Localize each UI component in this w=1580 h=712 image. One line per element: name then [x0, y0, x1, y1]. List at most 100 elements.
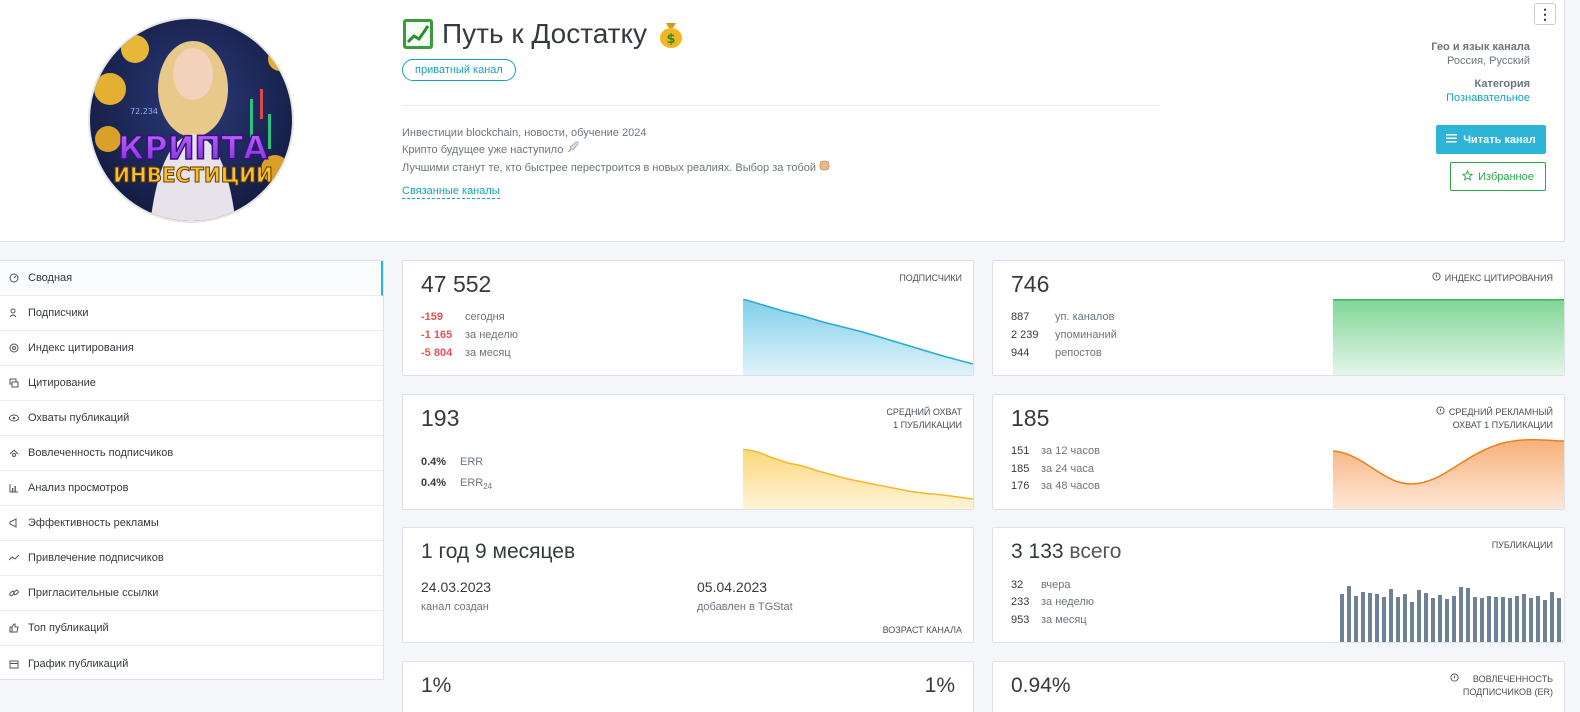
description-line: Инвестиции blockchain, новости, обучение…: [402, 127, 647, 139]
err-percent-value-right: 1%: [924, 674, 955, 697]
ad-reach-row: 151 за 12 часов: [1011, 445, 1100, 457]
sidebar-item-schedule[interactable]: График публикаций: [0, 646, 383, 681]
posts-card: 3 133 всего ПУБЛИКАЦИИ 32 вчера 233 за нед…: [992, 527, 1565, 643]
sidebar-item-label: Эффективность рекламы: [28, 517, 159, 529]
citation-index-value: 746: [1011, 271, 1050, 297]
users-icon: [9, 308, 19, 318]
sidebar-item-label: Вовлеченность подписчиков: [28, 447, 174, 459]
engagement-icon: [9, 448, 19, 458]
subscribers-row: -1 165 за неделю: [421, 329, 519, 341]
ad-reach-row: 176 за 48 часов: [1011, 480, 1100, 492]
channel-header: КРИПТА ИНВЕСТИЦИИ 72.234 Путь к Достатку…: [0, 0, 1565, 242]
citation-index-card: 746 ИНДЕКС ЦИТИРОВАНИЯ 887 уп. каналов 2 …: [992, 260, 1565, 376]
header-divider: [402, 105, 1160, 106]
posts-row: 953 за месяц: [1011, 614, 1087, 626]
star-icon: [1461, 169, 1474, 184]
subscribers-card: 47 552 ПОДПИСЧИКИ -159 сегодня -1 165 за н…: [402, 260, 974, 376]
trend-icon: [9, 553, 19, 563]
favorite-button[interactable]: Избранное: [1450, 162, 1546, 191]
average-reach-value: 193: [421, 405, 460, 431]
read-channel-button[interactable]: Читать канал: [1436, 125, 1546, 154]
ad-reach-sparkline: [1333, 439, 1564, 509]
channel-age-value: 1 год 9 месяцев: [421, 540, 576, 563]
category-block: Категория Познавательное: [1446, 78, 1530, 104]
channel-age-card: 1 год 9 месяцев 24.03.2023 канал создан …: [402, 527, 974, 643]
eye-icon: [9, 413, 19, 423]
geo-label: Гео и язык канала: [1431, 41, 1530, 53]
chart-up-emoji-icon: [402, 18, 434, 50]
subscribers-row: -5 804 за месяц: [421, 347, 511, 359]
sidebar-item-acquisition[interactable]: Привлечение подписчиков: [0, 541, 383, 576]
money-bag-emoji-icon: $: [655, 18, 687, 50]
engagement-rate-card: 0.94% ВОВЛЕЧЕННОСТЬ ПОДПИСЧИКОВ (ER): [992, 661, 1565, 712]
channel-avatar: КРИПТА ИНВЕСТИЦИИ 72.234: [88, 17, 294, 223]
sidebar-item-label: Пригласительные ссылки: [28, 587, 159, 599]
related-channels-link[interactable]: Связанные каналы: [402, 185, 500, 199]
sidebar-item-label: Охваты публикаций: [28, 412, 130, 424]
sidebar-item-label: Анализ просмотров: [28, 482, 129, 494]
err-row: 0.4% ERR: [421, 456, 484, 468]
calendar-icon: [9, 659, 19, 669]
category-link[interactable]: Познавательное: [1446, 92, 1530, 104]
sidebar-item-ad-efficiency[interactable]: Эффективность рекламы: [0, 506, 383, 541]
sidebar-item-subscribers[interactable]: Подписчики: [0, 296, 383, 331]
sidebar-item-citations[interactable]: Цитирование: [0, 366, 383, 401]
channel-description: Инвестиции blockchain, новости, обучение…: [402, 125, 830, 176]
engagement-rate-value: 0.94%: [1011, 674, 1071, 697]
ad-reach-value: 185: [1011, 405, 1050, 431]
average-reach-label: СРЕДНИЙ ОХВАТ 1 ПУБЛИКАЦИИ: [886, 407, 962, 430]
sidebar-item-reach[interactable]: Охваты публикаций: [0, 401, 383, 436]
sidebar-nav: Сводная Подписчики Индекс цитирования Ци…: [0, 260, 384, 680]
citation-row: 944 репостов: [1011, 347, 1102, 359]
fist-emoji-icon: [819, 159, 830, 176]
svg-text:$: $: [667, 32, 676, 47]
bar-chart-icon: [9, 483, 19, 493]
megaphone-icon: [9, 518, 19, 528]
info-icon[interactable]: [1436, 406, 1445, 419]
average-reach-card: 193 СРЕДНИЙ ОХВАТ 1 ПУБЛИКАЦИИ 0.4% ERR 0.…: [402, 394, 974, 510]
dashboard-icon: [9, 273, 19, 283]
read-channel-label: Читать канал: [1463, 133, 1536, 146]
posts-row: 233 за неделю: [1011, 596, 1095, 608]
sidebar-item-label: Индекс цитирования: [28, 342, 134, 354]
sidebar-item-summary[interactable]: Сводная: [0, 261, 383, 296]
citation-row: 2 239 упоминаний: [1011, 329, 1117, 341]
subscribers-row: -159 сегодня: [421, 311, 505, 323]
sidebar-item-engagement[interactable]: Вовлеченность подписчиков: [0, 436, 383, 471]
description-line: Крипто будущее уже наступило: [402, 141, 830, 159]
avatar-number: 72.234: [130, 107, 158, 116]
sidebar-item-label: Подписчики: [28, 307, 89, 319]
engagement-rate-label: ВОВЛЕЧЕННОСТЬ ПОДПИСЧИКОВ (ER): [1450, 673, 1553, 699]
err24-row: 0.4% ERR24: [421, 477, 493, 492]
info-icon[interactable]: [1432, 272, 1441, 285]
sidebar-item-views-analysis[interactable]: Анализ просмотров: [0, 471, 383, 506]
thumbs-up-icon: [9, 623, 19, 633]
geo-block: Гео и язык канала Россия, Русский: [1431, 41, 1530, 67]
sidebar-item-invite-links[interactable]: Пригласительные ссылки: [0, 576, 383, 611]
link-icon: [9, 588, 19, 598]
citation-row: 887 уп. каналов: [1011, 311, 1115, 323]
subscribers-sparkline: [743, 299, 973, 375]
info-icon[interactable]: [1450, 673, 1459, 686]
sidebar-item-label: Сводная: [28, 272, 73, 284]
added-date: 05.04.2023: [697, 579, 768, 595]
sidebar-item-top-posts[interactable]: Топ публикаций: [0, 611, 383, 646]
err-percent-value: 1%: [421, 674, 452, 697]
quote-icon: [9, 378, 19, 388]
posts-total: 3 133 всего: [1011, 540, 1122, 563]
ad-reach-row: 185 за 24 часа: [1011, 463, 1094, 475]
created-date: 24.03.2023: [421, 579, 492, 595]
channel-age-label: ВОЗРАСТ КАНАЛА: [882, 625, 962, 635]
rocket-emoji-icon: [566, 141, 579, 159]
created-label: канал создан: [421, 601, 489, 613]
geo-value: Россия, Русский: [1447, 55, 1530, 67]
more-menu-button[interactable]: ⋮: [1534, 3, 1556, 25]
reach-sparkline: [743, 449, 973, 509]
citation-index-label: ИНДЕКС ЦИТИРОВАНИЯ: [1432, 272, 1553, 285]
favorite-label: Избранное: [1478, 170, 1534, 183]
private-channel-badge: приватный канал: [402, 59, 516, 81]
posts-bar-chart: [1340, 586, 1561, 642]
subscribers-count: 47 552: [421, 271, 492, 297]
subscribers-label: ПОДПИСЧИКИ: [899, 273, 962, 283]
sidebar-item-citation-index[interactable]: Индекс цитирования: [0, 331, 383, 366]
